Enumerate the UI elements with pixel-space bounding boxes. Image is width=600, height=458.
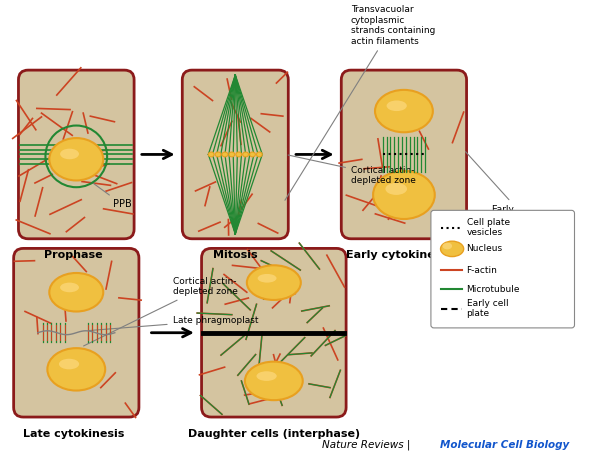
Text: Nature Reviews |: Nature Reviews | [322,440,413,450]
Ellipse shape [257,274,277,283]
FancyBboxPatch shape [184,147,286,162]
FancyBboxPatch shape [14,248,139,417]
Ellipse shape [442,243,452,249]
Text: Mitosis: Mitosis [213,251,257,260]
Text: F-actin: F-actin [467,266,497,275]
Text: Early cell
plate: Early cell plate [467,299,508,318]
Ellipse shape [245,362,303,400]
Text: Prophase: Prophase [44,251,103,260]
Text: Daughter cells (interphase): Daughter cells (interphase) [188,429,360,439]
Ellipse shape [375,90,433,132]
Text: Early
phragmoplast: Early phragmoplast [466,152,554,224]
Text: Transvacuolar
cytoplasmic
strands containing
actin filaments: Transvacuolar cytoplasmic strands contai… [285,5,436,200]
Ellipse shape [250,152,256,157]
FancyBboxPatch shape [19,70,134,239]
Text: Molecular Cell Biology: Molecular Cell Biology [440,440,569,450]
Text: Late phragmoplast: Late phragmoplast [89,316,258,331]
Text: PPB: PPB [93,183,131,209]
Ellipse shape [215,152,221,157]
Ellipse shape [385,183,407,195]
Ellipse shape [49,138,103,180]
Ellipse shape [47,348,105,391]
Ellipse shape [222,152,228,157]
Text: Cell plate
vesicles: Cell plate vesicles [467,218,509,237]
FancyBboxPatch shape [431,210,574,328]
Text: Cortical actin-
depleted zone: Cortical actin- depleted zone [288,155,416,185]
Text: Late cytokinesis: Late cytokinesis [23,429,124,439]
Ellipse shape [229,152,235,157]
Ellipse shape [60,283,79,292]
Ellipse shape [243,152,248,157]
Ellipse shape [386,100,407,111]
Ellipse shape [60,149,79,159]
Text: Early cytokinesis: Early cytokinesis [346,251,452,260]
Ellipse shape [59,359,79,369]
Ellipse shape [256,152,262,157]
Ellipse shape [247,265,301,300]
FancyBboxPatch shape [202,248,346,417]
Text: Microtubule: Microtubule [467,285,520,294]
Ellipse shape [236,152,242,157]
Ellipse shape [440,241,464,256]
Text: Cortical actin-
depleted zone: Cortical actin- depleted zone [83,277,238,346]
Text: Nucleus: Nucleus [467,245,503,253]
Ellipse shape [256,371,277,381]
FancyBboxPatch shape [182,70,288,239]
Ellipse shape [373,171,435,219]
Ellipse shape [49,273,103,311]
FancyBboxPatch shape [341,70,467,239]
Ellipse shape [208,152,214,157]
